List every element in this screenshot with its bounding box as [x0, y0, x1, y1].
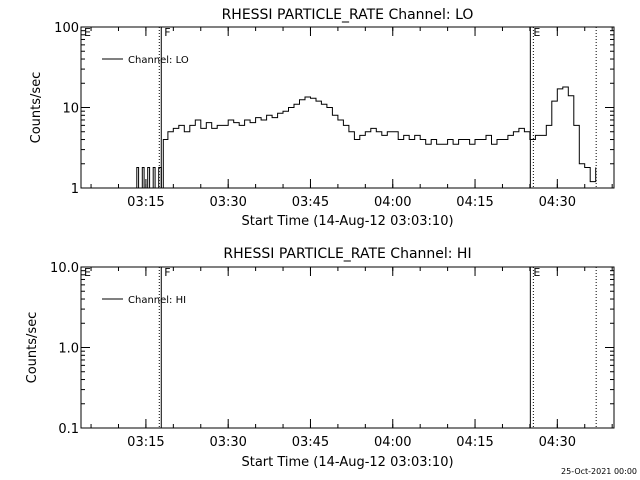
x-tick-label: 03:15 — [127, 435, 164, 450]
legend-entry: Channel: LO — [128, 55, 189, 66]
series-line — [133, 86, 597, 189]
chart-title: RHESSI PARTICLE_RATE Channel: LO — [222, 7, 474, 23]
x-tick-label: 03:45 — [292, 435, 329, 450]
chart-title: RHESSI PARTICLE_RATE Channel: HI — [223, 246, 471, 262]
y-tick-label: 10.0 — [50, 261, 79, 276]
y-tick-label: 100 — [54, 21, 79, 36]
y-axis-label: Counts/sec — [25, 312, 40, 384]
x-tick-label: 04:00 — [374, 435, 411, 450]
event-marker-label: F — [164, 26, 170, 39]
y-tick-label: 10 — [62, 102, 79, 117]
event-marker-label: E — [84, 26, 91, 39]
x-tick-label: 03:15 — [127, 195, 164, 210]
x-axis-label: Start Time (14-Aug-12 03:03:10) — [241, 214, 453, 229]
legend: Channel: LO — [102, 55, 189, 66]
x-tick-label: 03:30 — [209, 435, 246, 450]
x-tick-label: 04:15 — [456, 195, 493, 210]
x-axis-label: Start Time (14-Aug-12 03:03:10) — [241, 455, 453, 470]
x-tick-label: 04:15 — [456, 435, 493, 450]
y-tick-label: 0.1 — [58, 422, 79, 437]
chart-panel-2: RHESSI PARTICLE_RATE Channel: HI 0.1 1.0 10… — [25, 246, 615, 470]
x-tick-label: 04:00 — [374, 195, 411, 210]
event-marker-label: F — [164, 266, 170, 279]
chart-panel-1: RHESSI PARTICLE_RATE Channel: LO 1 10 100 03… — [29, 7, 615, 229]
y-axis-label: Counts/sec — [29, 72, 44, 144]
event-marker-label: E — [84, 266, 91, 279]
legend: Channel: HI — [102, 295, 186, 306]
legend-entry: Channel: HI — [128, 295, 186, 306]
event-marker-label: E — [533, 26, 540, 39]
x-tick-label: 03:45 — [292, 195, 329, 210]
y-tick-label: 1 — [71, 182, 79, 197]
event-marker-label: E — [533, 266, 540, 279]
x-tick-label: 04:30 — [539, 435, 576, 450]
y-tick-label: 1.0 — [58, 342, 79, 357]
x-tick-label: 03:30 — [209, 195, 246, 210]
x-tick-label: 04:30 — [539, 195, 576, 210]
footer-timestamp: 25-Oct-2021 00:00 — [561, 467, 637, 476]
